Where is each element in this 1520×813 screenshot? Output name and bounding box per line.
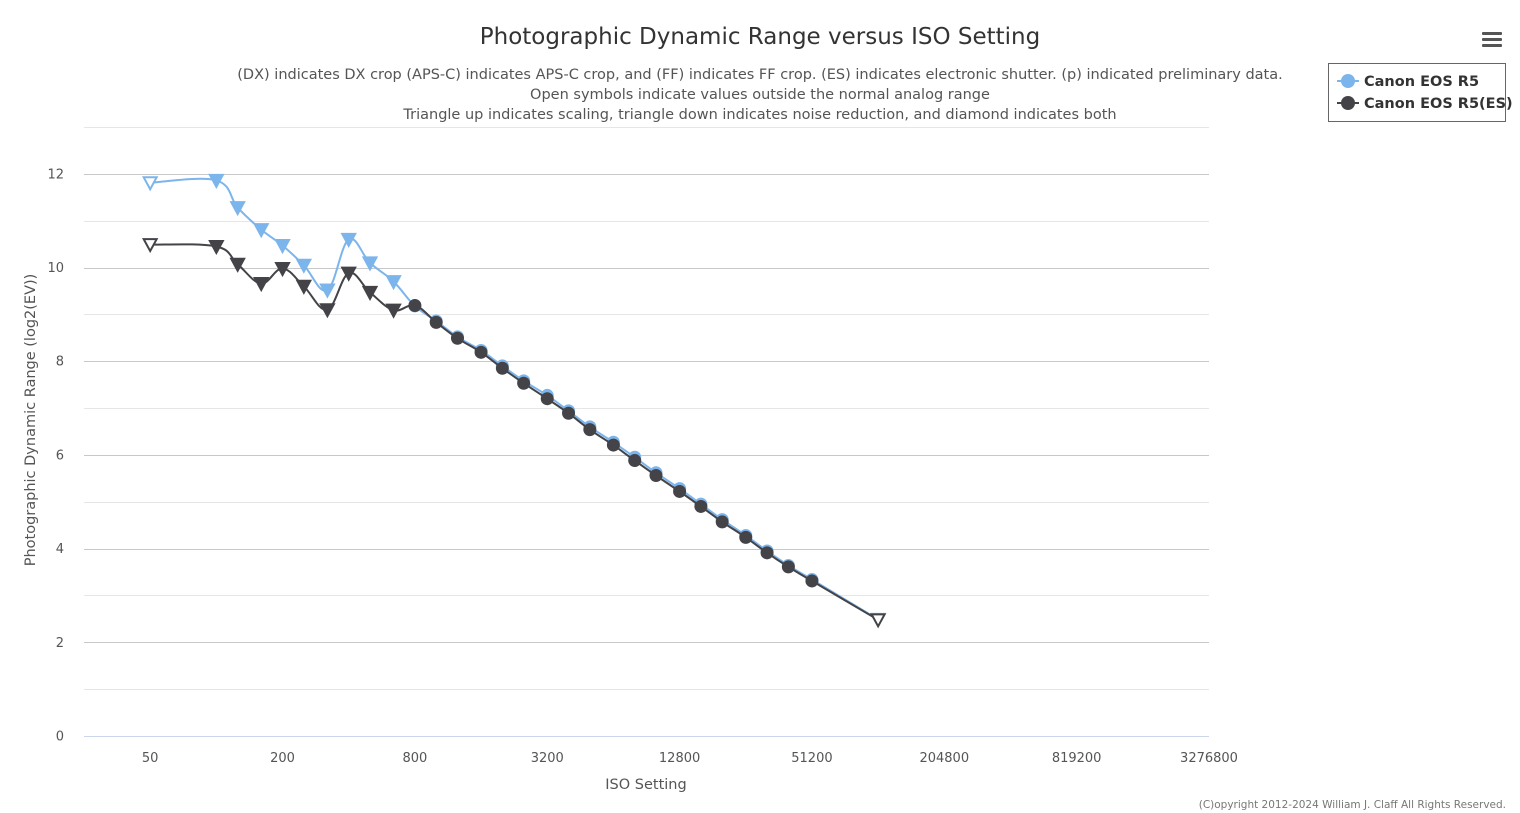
data-point-triangle-down <box>295 279 313 295</box>
legend-item-canon-eos-r5-es[interactable]: Canon EOS R5(ES) <box>1337 96 1513 112</box>
data-point-circle <box>429 315 443 329</box>
data-point-triangle-down <box>274 261 291 278</box>
x-axis-title: ISO Setting <box>605 777 686 793</box>
data-point-circle <box>673 484 687 498</box>
chart-subtitle-line-2: Open symbols indicate values outside the… <box>530 87 990 103</box>
x-tick-label: 3200 <box>531 751 564 766</box>
y-tick-label: 2 <box>56 636 64 651</box>
data-point-triangle-down <box>229 257 246 273</box>
credits-text: (C)opyright 2012-2024 William J. Claff A… <box>1199 799 1506 811</box>
data-point-circle <box>760 546 774 560</box>
series-canon-eos-r5-es <box>141 238 887 629</box>
data-point-triangle-down <box>385 275 402 291</box>
chart-subtitle-line-3: Triangle up indicates scaling, triangle … <box>402 107 1116 123</box>
menu-bar-middle <box>1482 38 1502 41</box>
data-point-circle <box>450 331 464 345</box>
y-axis-title: Photographic Dynamic Range (log2(EV)) <box>23 274 39 567</box>
legend-item-canon-eos-r5[interactable]: Canon EOS R5 <box>1337 74 1479 90</box>
legend-circle-icon <box>1341 96 1355 110</box>
y-tick-label: 10 <box>47 261 64 276</box>
legend-label-canon-eos-r5-es: Canon EOS R5(ES) <box>1364 96 1513 112</box>
data-point-circle <box>517 376 531 390</box>
data-point-circle <box>583 423 597 437</box>
data-point-circle <box>606 438 620 452</box>
data-point-triangle-down <box>340 232 357 249</box>
data-point-circle <box>408 298 422 312</box>
data-point-triangle-down <box>361 256 379 272</box>
data-point-triangle-down <box>361 285 379 301</box>
data-point-circle <box>495 361 509 375</box>
series-line-canon-eos-r5-es <box>150 243 879 621</box>
data-point-triangle-down-open <box>141 176 159 192</box>
data-point-circle <box>805 574 819 588</box>
chart-subtitle-line-1: (DX) indicates DX crop (APS-C) indicates… <box>237 67 1282 83</box>
hamburger-menu-icon[interactable] <box>1476 26 1510 54</box>
data-point-circle <box>474 345 488 359</box>
data-point-triangle-down <box>253 276 270 293</box>
data-point-circle <box>739 530 753 544</box>
plot-series <box>141 173 887 629</box>
data-point-triangle-down <box>208 239 225 256</box>
y-tick-label: 12 <box>47 167 64 182</box>
data-point-triangle-down-open <box>869 613 887 629</box>
y-tick-label: 8 <box>56 355 64 370</box>
data-point-triangle-down <box>274 239 291 255</box>
data-point-triangle-down <box>253 223 270 239</box>
data-point-circle <box>781 560 795 574</box>
axes: 0 2 4 6 8 10 12 50 200 800 3200 12800 51200 204800 819… <box>47 167 1238 766</box>
data-point-triangle-down <box>295 258 313 274</box>
data-point-circle <box>540 392 554 406</box>
data-point-circle <box>694 499 708 513</box>
data-point-triangle-down-open <box>141 238 159 254</box>
data-point-triangle-down <box>385 303 402 319</box>
data-point-triangle-down <box>208 173 225 190</box>
x-tick-label: 800 <box>402 751 427 766</box>
data-point-triangle-down <box>229 201 246 217</box>
grid-lines <box>84 127 1209 690</box>
x-tick-label: 819200 <box>1052 751 1102 766</box>
x-tick-label: 50 <box>142 751 159 766</box>
chart-title: Photographic Dynamic Range versus ISO Se… <box>480 24 1040 50</box>
data-point-circle <box>628 454 642 468</box>
x-tick-label: 3276800 <box>1180 751 1238 766</box>
legend-circle-icon <box>1341 74 1355 88</box>
data-point-triangle-down <box>319 303 336 319</box>
data-point-triangle-down <box>319 283 336 299</box>
x-tick-label: 204800 <box>919 751 969 766</box>
y-tick-label: 6 <box>56 448 64 463</box>
menu-bar-top <box>1482 32 1502 35</box>
data-point-circle <box>649 469 663 483</box>
legend: Canon EOS R5 Canon EOS R5(ES) <box>1328 63 1513 122</box>
x-tick-label: 51200 <box>791 751 832 766</box>
legend-box <box>1328 63 1506 122</box>
data-point-triangle-down <box>340 266 357 282</box>
menu-bar-bottom <box>1482 44 1502 47</box>
x-tick-label: 12800 <box>659 751 700 766</box>
legend-label-canon-eos-r5: Canon EOS R5 <box>1364 74 1479 90</box>
x-tick-label: 200 <box>270 751 295 766</box>
y-tick-label: 0 <box>56 730 64 745</box>
y-tick-label: 4 <box>56 542 64 557</box>
data-point-circle <box>562 406 576 420</box>
data-point-circle <box>715 515 729 529</box>
